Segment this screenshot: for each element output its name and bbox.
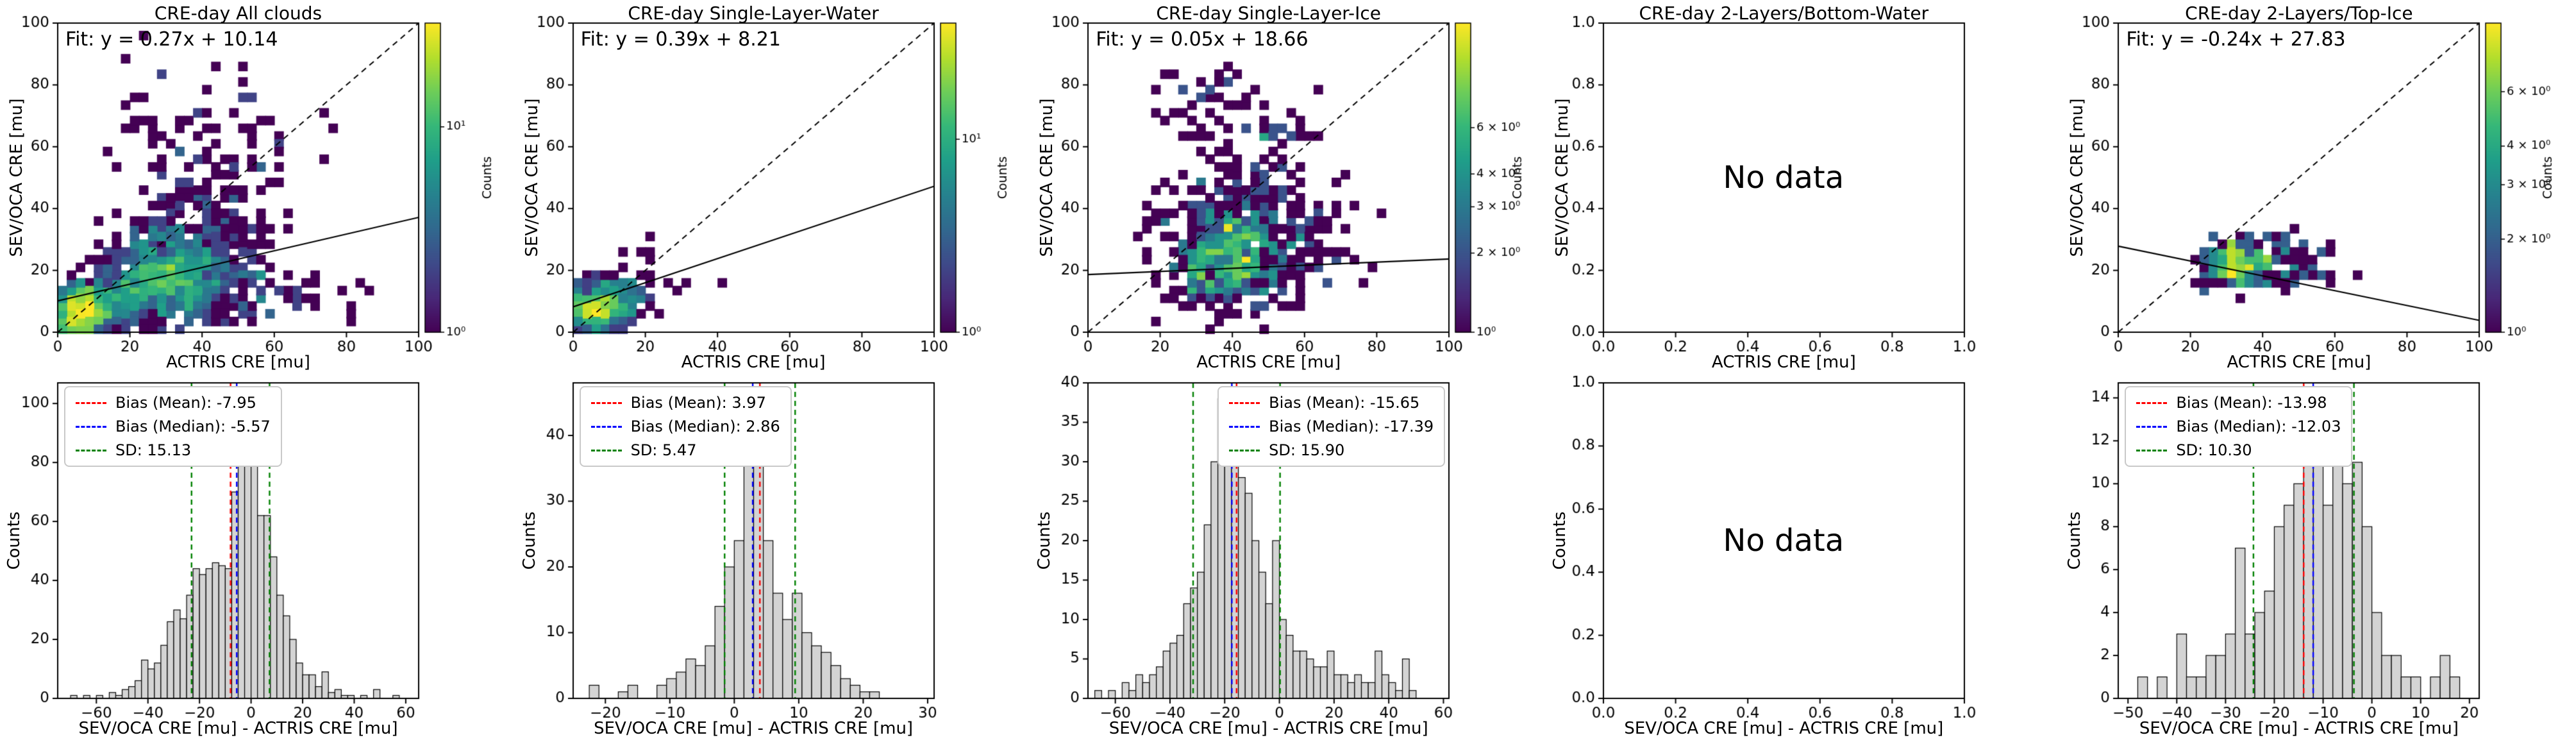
legend-item: Bias (Median): -12.03 xyxy=(2136,417,2341,435)
legend-line-sample xyxy=(590,449,622,451)
plot-title: CRE-day Single-Layer-Water xyxy=(628,3,879,24)
scatter-all-clouds-canvas xyxy=(0,0,515,371)
legend-label: Bias (Median): -12.03 xyxy=(2176,417,2341,435)
legend-line-sample xyxy=(590,401,622,404)
legend-item: Bias (Mean): -13.98 xyxy=(2136,394,2341,412)
panel-scatter-single-layer-water: CRE-day Single-Layer-Water SEV/OCA CRE [… xyxy=(515,0,1030,372)
legend-item: Bias (Mean): -15.65 xyxy=(1229,394,1434,412)
x-axis-label: SEV/OCA CRE [mu] - ACTRIS CRE [mu] xyxy=(78,719,398,738)
x-axis-label: SEV/OCA CRE [mu] - ACTRIS CRE [mu] xyxy=(1624,719,1944,738)
legend-label: Bias (Median): -5.57 xyxy=(115,417,271,435)
hist-2layers-bottom-water-canvas xyxy=(1545,371,2061,742)
y-axis-label: Counts xyxy=(4,511,24,570)
legend-item: Bias (Median): -5.57 xyxy=(76,417,271,435)
legend-line-sample xyxy=(2136,425,2168,428)
panel-hist-single-layer-water: Counts SEV/OCA CRE [mu] - ACTRIS CRE [mu… xyxy=(515,371,1030,742)
legend-item: Bias (Mean): 3.97 xyxy=(590,394,780,412)
scatter-single-layer-ice-canvas xyxy=(1030,0,1546,371)
panel-scatter-2layers-bottom-water: CRE-day 2-Layers/Bottom-Water SEV/OCA CR… xyxy=(1545,0,2061,372)
fit-equation: Fit: y = 0.05x + 18.66 xyxy=(1096,28,1309,51)
fit-equation: Fit: y = -0.24x + 27.83 xyxy=(2126,28,2346,51)
legend-label: Bias (Mean): 3.97 xyxy=(630,394,766,412)
y-axis-label: SEV/OCA CRE [mu] xyxy=(1037,98,1057,257)
scatter-2layers-bottom-water-canvas xyxy=(1545,0,2061,371)
scatter-2layers-top-ice-canvas xyxy=(2061,0,2576,371)
scatter-single-layer-water-canvas xyxy=(515,0,1030,371)
panel-hist-2layers-bottom-water: Counts SEV/OCA CRE [mu] - ACTRIS CRE [mu… xyxy=(1545,371,2061,742)
legend-item: Bias (Median): -17.39 xyxy=(1229,417,1434,435)
plot-title: CRE-day 2-Layers/Bottom-Water xyxy=(1639,3,1929,24)
panel-hist-single-layer-ice: Counts SEV/OCA CRE [mu] - ACTRIS CRE [mu… xyxy=(1030,371,1546,742)
y-axis-label: Counts xyxy=(519,511,539,570)
x-axis-label: ACTRIS CRE [mu] xyxy=(2227,353,2371,372)
x-axis-label: ACTRIS CRE [mu] xyxy=(1196,353,1341,372)
legend: Bias (Mean): -13.98 Bias (Median): -12.0… xyxy=(2125,386,2353,467)
no-data-text: No data xyxy=(1723,160,1844,196)
panel-scatter-2layers-top-ice: CRE-day 2-Layers/Top-Ice SEV/OCA CRE [mu… xyxy=(2061,0,2576,372)
legend-line-sample xyxy=(1229,401,1260,404)
legend: Bias (Mean): 3.97 Bias (Median): 2.86 SD… xyxy=(579,386,792,467)
legend-item: SD: 15.13 xyxy=(76,441,271,459)
y-axis-label: Counts xyxy=(2065,511,2085,570)
plot-title: CRE-day 2-Layers/Top-Ice xyxy=(2185,3,2413,24)
legend: Bias (Mean): -15.65 Bias (Median): -17.3… xyxy=(1217,386,1446,467)
legend-label: SD: 10.30 xyxy=(2176,441,2252,459)
y-axis-label: SEV/OCA CRE [mu] xyxy=(7,98,26,257)
legend-line-sample xyxy=(2136,449,2168,451)
legend-label: Bias (Mean): -13.98 xyxy=(2176,394,2327,412)
x-axis-label: SEV/OCA CRE [mu] - ACTRIS CRE [mu] xyxy=(594,719,914,738)
plot-title: CRE-day All clouds xyxy=(154,3,322,24)
no-data-text: No data xyxy=(1723,523,1844,559)
legend-item: SD: 5.47 xyxy=(590,441,780,459)
x-axis-label: ACTRIS CRE [mu] xyxy=(166,353,310,372)
y-axis-label: SEV/OCA CRE [mu] xyxy=(2068,98,2087,257)
legend-label: SD: 5.47 xyxy=(630,441,697,459)
legend-item: Bias (Mean): -7.95 xyxy=(76,394,271,412)
legend-item: SD: 10.30 xyxy=(2136,441,2341,459)
legend-line-sample xyxy=(590,425,622,428)
legend-line-sample xyxy=(76,425,106,428)
legend-label: Bias (Mean): -7.95 xyxy=(115,394,256,412)
plot-title: CRE-day Single-Layer-Ice xyxy=(1156,3,1382,24)
legend-item: Bias (Median): 2.86 xyxy=(590,417,780,435)
y-axis-label: SEV/OCA CRE [mu] xyxy=(522,98,542,257)
legend-item: SD: 15.90 xyxy=(1229,441,1434,459)
panel-scatter-all-clouds: CRE-day All clouds SEV/OCA CRE [mu] ACTR… xyxy=(0,0,515,372)
legend-line-sample xyxy=(76,401,106,404)
fit-equation: Fit: y = 0.39x + 8.21 xyxy=(580,28,781,51)
legend-line-sample xyxy=(2136,401,2168,404)
legend-label: SD: 15.90 xyxy=(1269,441,1345,459)
legend-line-sample xyxy=(76,449,106,451)
x-axis-label: SEV/OCA CRE [mu] - ACTRIS CRE [mu] xyxy=(1108,719,1428,738)
x-axis-label: ACTRIS CRE [mu] xyxy=(1711,353,1856,372)
legend-label: Bias (Median): 2.86 xyxy=(630,417,780,435)
fit-equation: Fit: y = 0.27x + 10.14 xyxy=(65,28,278,51)
y-axis-label: Counts xyxy=(1550,511,1569,570)
y-axis-label: Counts xyxy=(1035,511,1055,570)
legend-label: Bias (Median): -17.39 xyxy=(1269,417,1434,435)
panel-scatter-single-layer-ice: CRE-day Single-Layer-Ice SEV/OCA CRE [mu… xyxy=(1030,0,1546,372)
legend-label: SD: 15.13 xyxy=(115,441,192,459)
legend-line-sample xyxy=(1229,425,1260,428)
legend: Bias (Mean): -7.95 Bias (Median): -5.57 … xyxy=(64,386,282,467)
panel-hist-2layers-top-ice: Counts SEV/OCA CRE [mu] - ACTRIS CRE [mu… xyxy=(2061,371,2576,742)
x-axis-label: ACTRIS CRE [mu] xyxy=(681,353,826,372)
y-axis-label: SEV/OCA CRE [mu] xyxy=(1552,98,1572,257)
legend-line-sample xyxy=(1229,449,1260,451)
x-axis-label: SEV/OCA CRE [mu] - ACTRIS CRE [mu] xyxy=(2139,719,2459,738)
panel-hist-all-clouds: Counts SEV/OCA CRE [mu] - ACTRIS CRE [mu… xyxy=(0,371,515,742)
legend-label: Bias (Mean): -15.65 xyxy=(1269,394,1420,412)
